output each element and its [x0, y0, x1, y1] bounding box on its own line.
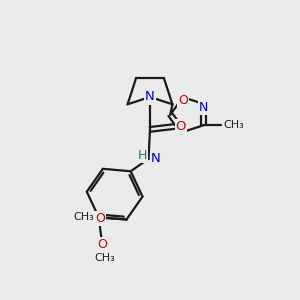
Text: N: N — [151, 152, 161, 165]
Text: N: N — [199, 101, 208, 114]
Text: CH₃: CH₃ — [223, 120, 244, 130]
Text: O: O — [95, 212, 105, 224]
Text: CH₃: CH₃ — [74, 212, 94, 223]
Text: O: O — [97, 238, 107, 251]
Text: O: O — [178, 94, 188, 107]
Text: CH₃: CH₃ — [94, 253, 115, 263]
Text: O: O — [176, 120, 186, 133]
Text: H: H — [138, 149, 147, 162]
Text: N: N — [145, 91, 155, 103]
